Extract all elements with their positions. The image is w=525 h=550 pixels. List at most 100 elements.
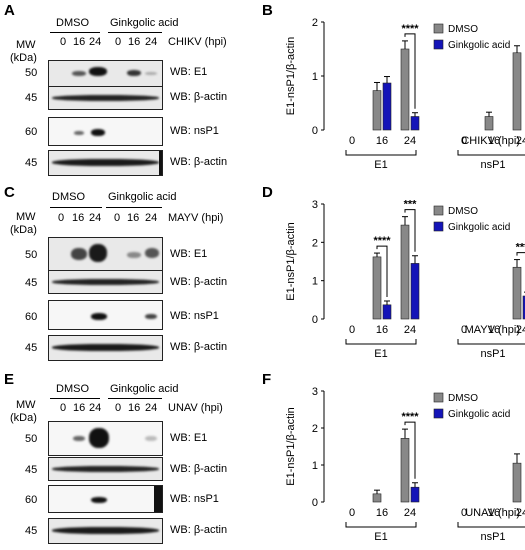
ginkgolic-bracket-c bbox=[106, 207, 162, 208]
chart-f-bar-0-1 bbox=[372, 493, 382, 503]
chart-d-group-label-1: nsP1 bbox=[480, 348, 505, 360]
chart-b-xtick-4: 16 bbox=[488, 135, 500, 147]
chart-f-ytick-label-3: 3 bbox=[312, 386, 318, 398]
virus-axis-a: CHIKV (hpi) bbox=[168, 36, 227, 48]
panel-label-a: A bbox=[4, 2, 15, 19]
chart-f-ytick-label-2: 2 bbox=[312, 423, 318, 435]
blot-e-actin2 bbox=[48, 518, 163, 544]
blot-a-actin2 bbox=[48, 150, 163, 176]
time-e-5: 24 bbox=[145, 402, 158, 414]
chart-b-bar-1-1 bbox=[382, 82, 392, 131]
panel-label-d: D bbox=[262, 184, 273, 201]
chart-f-group-label-0: E1 bbox=[374, 531, 387, 543]
wb-label-e-0: WB: E1 bbox=[170, 432, 208, 444]
time-e-4: 16 bbox=[128, 402, 141, 414]
mw-c-3: 45 bbox=[25, 342, 38, 354]
blot-a-actin1 bbox=[48, 86, 163, 110]
dmso-label-a: DMSO bbox=[56, 17, 89, 29]
time-a-2: 24 bbox=[89, 36, 102, 48]
chart-f-xlabel: UNAV (hpi) bbox=[465, 507, 520, 519]
chart-f-ylabel: E1-nsP1/β-actin bbox=[285, 407, 297, 485]
blot-c-actin2 bbox=[48, 335, 163, 361]
chart-d-xtick-0: 0 bbox=[349, 324, 355, 336]
kda-label-a: (kDa) bbox=[10, 52, 37, 64]
time-e-1: 16 bbox=[73, 402, 86, 414]
time-e-3: 0 bbox=[115, 402, 122, 414]
time-e-2: 24 bbox=[89, 402, 102, 414]
wb-label-a-2: WB: nsP1 bbox=[170, 125, 219, 137]
chart-d-legend-swatch-1 bbox=[433, 221, 444, 232]
dmso-label-e: DMSO bbox=[56, 383, 89, 395]
chart-b-bar-1-2 bbox=[410, 116, 420, 131]
chart-b-legend-label-1: Ginkgolic acid bbox=[448, 40, 510, 51]
mw-e-1: 45 bbox=[25, 464, 38, 476]
chart-f-xtick-5: 24 bbox=[516, 507, 525, 519]
chart-b-group-label-1: nsP1 bbox=[480, 159, 505, 171]
mw-a-1: 45 bbox=[25, 92, 38, 104]
chart-b-sig-label-0: **** bbox=[401, 23, 419, 35]
chart-d-ytick-label-0: 0 bbox=[312, 314, 318, 326]
chart-d-xtick-1: 16 bbox=[376, 324, 388, 336]
chart-f-group-bracket-0 bbox=[345, 522, 417, 528]
time-a-4: 16 bbox=[128, 36, 141, 48]
panel-label-e: E bbox=[4, 371, 15, 388]
time-a-5: 24 bbox=[145, 36, 158, 48]
time-c-1: 16 bbox=[72, 212, 85, 224]
chart-f-group-label-1: nsP1 bbox=[480, 531, 505, 543]
blot-a-e1 bbox=[48, 60, 163, 87]
mw-label-e: MW bbox=[16, 399, 36, 411]
dmso-bracket-a bbox=[50, 32, 100, 33]
chart-b-ylabel: E1-nsP1/β-actin bbox=[285, 37, 297, 115]
chart-d-xtick-3: 0 bbox=[461, 324, 467, 336]
panel-label-f: F bbox=[262, 371, 272, 388]
chart-f-bar-1-2 bbox=[410, 486, 420, 503]
chart-d-bar-0-1 bbox=[372, 256, 382, 320]
chart-f-legend-label-1: Ginkgolic acid bbox=[448, 409, 510, 420]
panel-label-b: B bbox=[262, 2, 273, 19]
chart-b-bar-0-1 bbox=[372, 90, 382, 131]
chart-f-sig-label-0: **** bbox=[401, 411, 419, 423]
mw-e-2: 60 bbox=[25, 494, 38, 506]
chart-d-sig-label-0: **** bbox=[373, 235, 391, 247]
chart-b-bar-0-2 bbox=[400, 48, 410, 131]
chart-d-xtick-2: 24 bbox=[404, 324, 416, 336]
wb-label-c-0: WB: E1 bbox=[170, 248, 208, 260]
chart-f-bar-0-2 bbox=[400, 438, 410, 503]
wb-label-c-2: WB: nsP1 bbox=[170, 310, 219, 322]
time-a-1: 16 bbox=[73, 36, 86, 48]
time-c-5: 24 bbox=[145, 212, 158, 224]
chart-d-legend-swatch-0 bbox=[433, 205, 444, 216]
kda-label-c: (kDa) bbox=[10, 224, 37, 236]
chart-f-xtick-3: 0 bbox=[461, 507, 467, 519]
chart-b-group-bracket-0 bbox=[345, 150, 417, 156]
time-c-4: 16 bbox=[127, 212, 140, 224]
mw-e-0: 50 bbox=[25, 433, 38, 445]
chart-d-bar-0-2 bbox=[400, 224, 410, 320]
chart-f-legend-swatch-0 bbox=[433, 392, 444, 403]
virus-axis-e: UNAV (hpi) bbox=[168, 402, 223, 414]
wb-label-c-1: WB: β-actin bbox=[170, 276, 228, 288]
wb-label-a-0: WB: E1 bbox=[170, 66, 208, 78]
chart-d-ytick-label-2: 2 bbox=[312, 237, 318, 249]
chart-d-ylabel: E1-nsP1/β-actin bbox=[285, 222, 297, 300]
chart-d-sig-bracket-2 bbox=[516, 252, 525, 256]
virus-axis-c: MAYV (hpi) bbox=[168, 212, 224, 224]
time-a-0: 0 bbox=[60, 36, 67, 48]
chart-f-ytick-label-0: 0 bbox=[312, 497, 318, 509]
chart-d-group-label-0: E1 bbox=[374, 348, 387, 360]
mw-c-2: 60 bbox=[25, 311, 38, 323]
chart-d-group-bracket-1 bbox=[457, 339, 525, 345]
mw-a-0: 50 bbox=[25, 67, 38, 79]
chart-b-xlabel: CHIKV (hpi) bbox=[461, 135, 520, 147]
time-a-3: 0 bbox=[115, 36, 122, 48]
wb-label-c-3: WB: β-actin bbox=[170, 341, 228, 353]
chart-d-bar-0-5 bbox=[512, 266, 522, 320]
chart-f-legend-swatch-1 bbox=[433, 408, 444, 419]
blot-e-actin1 bbox=[48, 457, 163, 481]
mw-label-a: MW bbox=[16, 39, 36, 51]
chart-b-xtick-1: 16 bbox=[376, 135, 388, 147]
chart-d-legend-label-1: Ginkgolic acid bbox=[448, 222, 510, 233]
